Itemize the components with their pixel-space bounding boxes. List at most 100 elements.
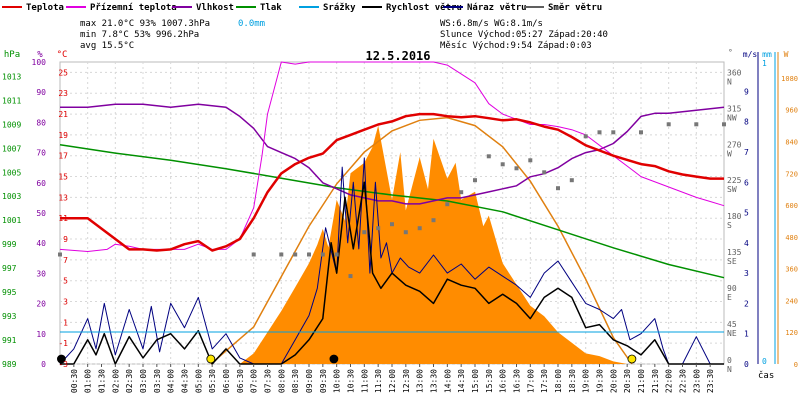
x-tick-label: 01:00 <box>84 369 93 393</box>
temperature-series <box>60 112 724 252</box>
temp-tick-label: -1 <box>58 339 68 348</box>
w-tick-label: 1080 <box>781 75 798 83</box>
pct-tick-label: 60 <box>36 179 46 188</box>
x-tick-label: 10:30 <box>347 369 356 393</box>
legend-entry: Srážky <box>323 3 356 13</box>
stats-sun: Slunce Východ:05:27 Západ:20:40 <box>440 30 608 40</box>
ms-tick-label: 3 <box>744 269 749 278</box>
moonrise-marker <box>329 354 339 364</box>
x-tick-label: 09:00 <box>305 369 314 393</box>
wind-direction-point <box>348 274 353 279</box>
ms-tick-label: 5 <box>744 209 749 218</box>
ms-tick-label: 6 <box>744 178 749 187</box>
pct-axis-label: % <box>37 50 43 60</box>
x-tick-label: 14:30 <box>457 369 466 393</box>
pressure-series <box>59 143 725 279</box>
x-tick-label: 10:00 <box>333 369 342 393</box>
deg-axis-label: ° <box>728 48 733 57</box>
dir-tick-label: SE <box>727 257 737 266</box>
hpa-tick-label: 1001 <box>2 216 21 225</box>
x-tick-label: 12:30 <box>402 369 411 393</box>
solar-radiation-area <box>60 125 724 364</box>
x-tick-label: 21:30 <box>651 369 660 393</box>
x-axis-label: čas <box>758 370 774 381</box>
x-tick-label: 13:00 <box>416 369 425 393</box>
x-tick-label: 02:00 <box>111 369 120 393</box>
x-tick-label: 17:00 <box>526 369 535 393</box>
wind-direction-point <box>486 154 491 159</box>
series-lines <box>59 61 725 365</box>
wind-direction-point <box>293 252 298 257</box>
ms-tick-label: 4 <box>744 239 749 248</box>
pct-tick-label: 10 <box>36 330 46 339</box>
sun-curve <box>210 116 633 365</box>
temp-tick-label: 5 <box>63 277 68 286</box>
legend-entry: Rychlost větru <box>386 2 462 13</box>
pct-tick-label: 90 <box>36 88 46 97</box>
wind-direction-point <box>362 230 367 235</box>
pct-tick-label: 80 <box>36 118 46 127</box>
sunrise-marker <box>206 354 216 364</box>
x-tick-label: 11:00 <box>360 369 369 393</box>
x-tick-label: 23:30 <box>706 369 715 393</box>
wind-direction-point <box>666 122 671 127</box>
x-tick-label: 16:00 <box>499 369 508 393</box>
ms-tick-label: 9 <box>744 87 749 96</box>
x-tick-label: 01:30 <box>98 369 107 393</box>
wind-direction-point <box>431 218 436 223</box>
hpa-tick-label: 1005 <box>2 168 21 177</box>
x-tick-label: 07:30 <box>264 369 273 393</box>
axes: hPa% °C1013101110091007100510031001999997… <box>2 48 798 393</box>
x-tick-label: 11:30 <box>374 369 383 393</box>
hpa-tick-label: 1013 <box>2 72 21 81</box>
deg-tick-label: 0 <box>727 356 732 365</box>
x-tick-label: 03:30 <box>153 369 162 393</box>
wind-direction-point <box>556 186 560 191</box>
mm-tick-label: 1 <box>762 59 767 68</box>
wind-direction-point <box>320 252 325 257</box>
wind-direction-point <box>528 158 533 163</box>
x-tick-label: 15:30 <box>485 369 494 393</box>
x-tick-label: 06:30 <box>236 369 245 393</box>
temp-axis-label: °C <box>57 50 68 60</box>
dir-tick-label: W <box>727 149 732 158</box>
wind-direction-point <box>500 162 505 167</box>
stats-max: max 21.0°C 93% 1007.3hPa <box>80 19 210 29</box>
pct-tick-label: 30 <box>36 269 46 278</box>
stats-avg: avg 15.5°C <box>80 41 134 51</box>
wind-direction-point <box>473 178 477 183</box>
wind-direction-point <box>542 170 547 175</box>
dir-tick-label: E <box>727 293 732 302</box>
wind-direction-point <box>569 178 574 183</box>
wind-direction-point <box>307 252 311 257</box>
deg-tick-label: 90 <box>727 284 737 293</box>
hpa-tick-label: 1009 <box>2 120 21 129</box>
wind-direction-point <box>58 252 62 257</box>
x-tick-label: 18:00 <box>554 369 563 393</box>
wind-direction-point <box>722 122 726 127</box>
hpa-tick-label: 989 <box>2 360 17 369</box>
temp-tick-label: 3 <box>63 298 68 307</box>
dir-tick-label: N <box>727 365 732 374</box>
x-tick-label: 22:30 <box>679 369 688 393</box>
hpa-tick-label: 1011 <box>2 96 21 105</box>
wind-direction-point <box>611 130 616 135</box>
temp-tick-label: 23 <box>58 89 68 98</box>
solar-radiation-series <box>60 125 724 364</box>
x-tick-label: 18:30 <box>568 369 577 393</box>
temp-tick-label: 19 <box>58 131 68 140</box>
w-tick-label: 480 <box>785 234 798 242</box>
stats-moon: Měsíc Východ:9:54 Západ:0:03 <box>440 41 592 51</box>
x-tick-label: 13:30 <box>430 369 439 393</box>
wind-direction-point <box>639 130 643 135</box>
x-tick-label: 07:00 <box>250 369 259 393</box>
deg-tick-label: 135 <box>727 248 742 257</box>
temp-tick-label: 7 <box>63 256 68 265</box>
x-tick-label: 21:00 <box>637 369 646 393</box>
wind-direction-point <box>514 166 519 171</box>
x-tick-label: 16:30 <box>513 369 522 393</box>
dir-tick-label: NW <box>727 113 737 122</box>
wind-speed-series <box>60 181 724 365</box>
ms-tick-label: 2 <box>744 299 749 308</box>
